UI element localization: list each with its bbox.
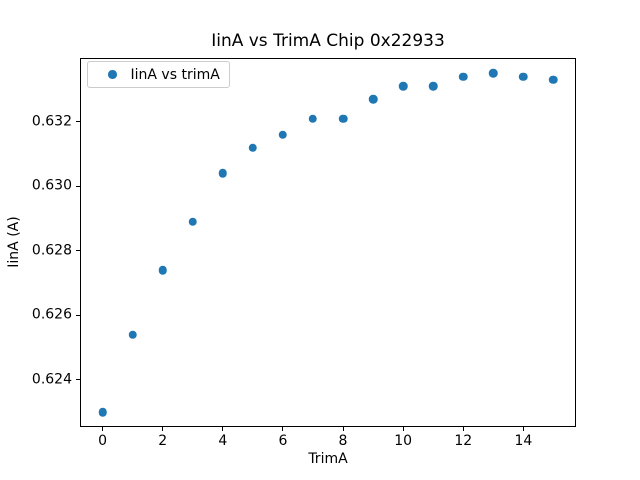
scatter-point [308, 114, 318, 123]
y-tick-label: 0.626 [31, 306, 72, 323]
x-tick-label: 0 [98, 433, 107, 450]
scatter-point [218, 169, 228, 178]
x-tick-mark [402, 427, 404, 432]
plot-area [80, 57, 576, 428]
scatter-point [248, 143, 258, 152]
scatter-point [98, 407, 107, 417]
x-tick-mark [282, 427, 284, 432]
chart-title: IinA vs TrimA Chip 0x22933 [211, 31, 445, 51]
x-tick-label: 8 [338, 433, 348, 450]
y-axis-label: IinA (A) [6, 216, 22, 268]
x-tick-mark [102, 427, 104, 432]
y-tick-mark [76, 379, 80, 381]
y-tick-mark [76, 250, 80, 252]
scatter-point [398, 82, 408, 91]
x-tick-mark [162, 427, 164, 432]
y-tick-mark [76, 185, 80, 187]
scatter-point [519, 72, 528, 81]
y-tick-mark [76, 314, 80, 316]
x-tick-label: 2 [158, 433, 168, 450]
x-tick-label: 14 [514, 433, 533, 450]
scatter-point [338, 114, 348, 123]
x-tick-mark [342, 427, 344, 432]
legend-marker-icon [108, 70, 117, 79]
scatter-point [368, 94, 378, 104]
y-tick-label: 0.624 [31, 371, 72, 388]
x-axis-label: TrimA [308, 451, 348, 467]
y-tick-label: 0.630 [31, 177, 72, 194]
x-tick-label: 12 [454, 433, 473, 450]
scatter-point [459, 72, 468, 81]
scatter-point [158, 265, 167, 275]
legend-label: IinA vs trimA [130, 66, 220, 83]
x-tick-label: 6 [278, 433, 288, 450]
x-tick-label: 4 [218, 433, 228, 450]
scatter-point [278, 130, 288, 139]
legend: IinA vs trimA [87, 61, 230, 88]
scatter-point [489, 69, 498, 78]
scatter-point [549, 75, 558, 85]
y-tick-label: 0.632 [31, 113, 72, 130]
y-tick-mark [76, 121, 80, 123]
scatter-point [128, 330, 137, 339]
x-tick-label: 10 [394, 433, 413, 450]
x-tick-mark [462, 427, 464, 432]
scatter-point [428, 82, 438, 91]
y-tick-label: 0.628 [31, 242, 72, 259]
scatter-point [188, 217, 197, 226]
x-tick-mark [522, 427, 524, 432]
x-tick-mark [222, 427, 224, 432]
